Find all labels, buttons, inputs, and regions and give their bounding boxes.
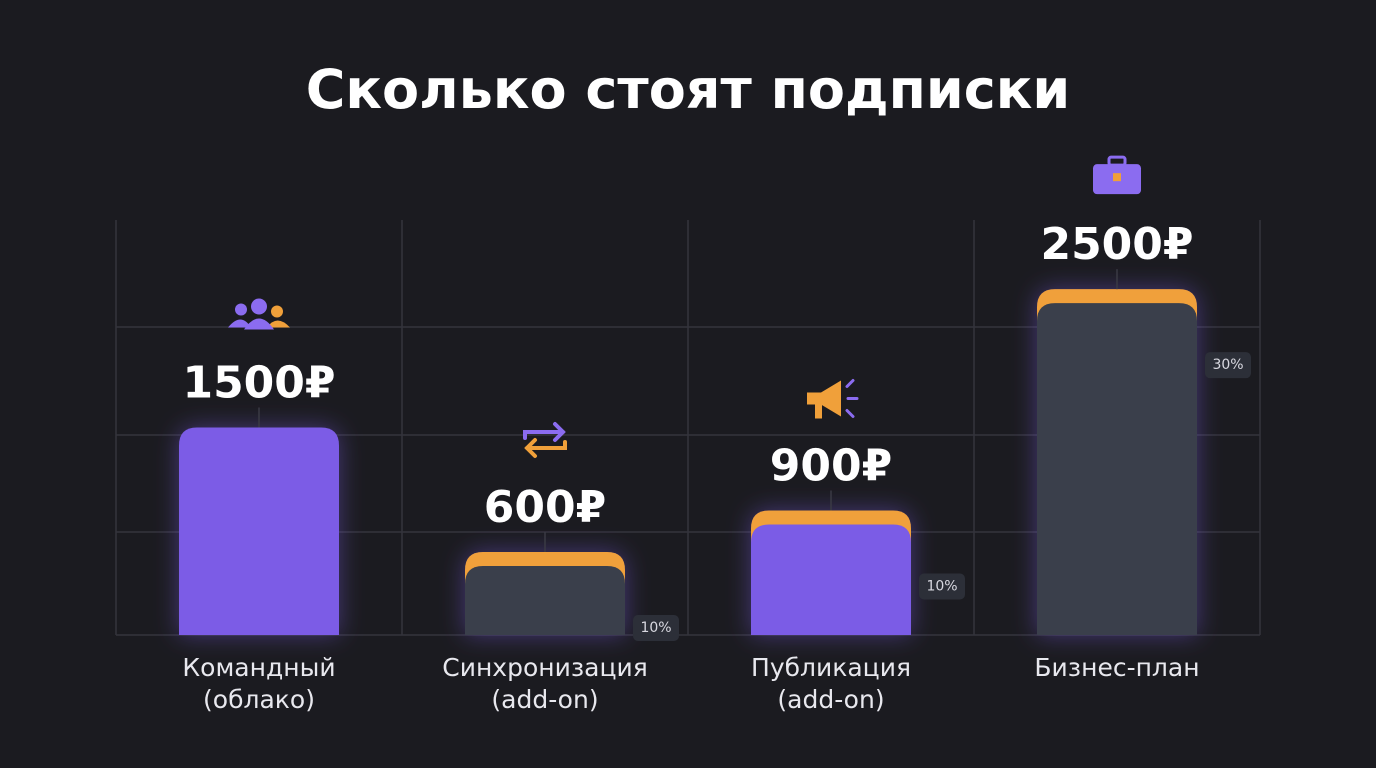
icon-part bbox=[267, 320, 290, 328]
icon-part bbox=[1113, 173, 1121, 182]
icon bbox=[228, 298, 290, 330]
chart-title: Сколько стоят подписки bbox=[305, 58, 1071, 121]
bar bbox=[179, 427, 339, 635]
value-label: 2500₽ bbox=[1040, 219, 1193, 270]
bar-body bbox=[1037, 303, 1197, 635]
icon bbox=[807, 379, 859, 419]
icon-part bbox=[228, 319, 251, 328]
icon-part bbox=[235, 303, 247, 316]
badge: 10% bbox=[640, 620, 671, 636]
icon-part bbox=[523, 422, 566, 442]
icon-part bbox=[807, 380, 841, 417]
icon-part bbox=[1107, 155, 1127, 167]
value-label: 900₽ bbox=[770, 441, 892, 492]
badge: 10% bbox=[926, 579, 957, 595]
value-label: 600₽ bbox=[484, 482, 606, 533]
x-tick-label: Бизнес-план bbox=[1034, 653, 1200, 682]
icon-part bbox=[815, 404, 822, 419]
badge-box bbox=[919, 573, 965, 600]
value-label: 1500₽ bbox=[182, 358, 335, 409]
icon-part bbox=[251, 298, 267, 315]
bar-body bbox=[751, 524, 911, 635]
icon-part bbox=[845, 379, 859, 418]
badge-box bbox=[633, 615, 679, 641]
icon-part bbox=[271, 305, 283, 318]
x-tick-label: Публикация (add-on) bbox=[751, 653, 911, 714]
x-tick-label: Синхронизация (add-on) bbox=[442, 653, 648, 714]
icon-part bbox=[524, 438, 567, 458]
x-tick-label: Командный (облако) bbox=[182, 653, 336, 714]
icon-part bbox=[244, 318, 274, 330]
badge-box bbox=[1205, 352, 1251, 379]
badge: 30% bbox=[1212, 357, 1243, 373]
icon bbox=[523, 422, 567, 458]
bar-body bbox=[465, 566, 625, 635]
icon bbox=[1093, 155, 1141, 195]
